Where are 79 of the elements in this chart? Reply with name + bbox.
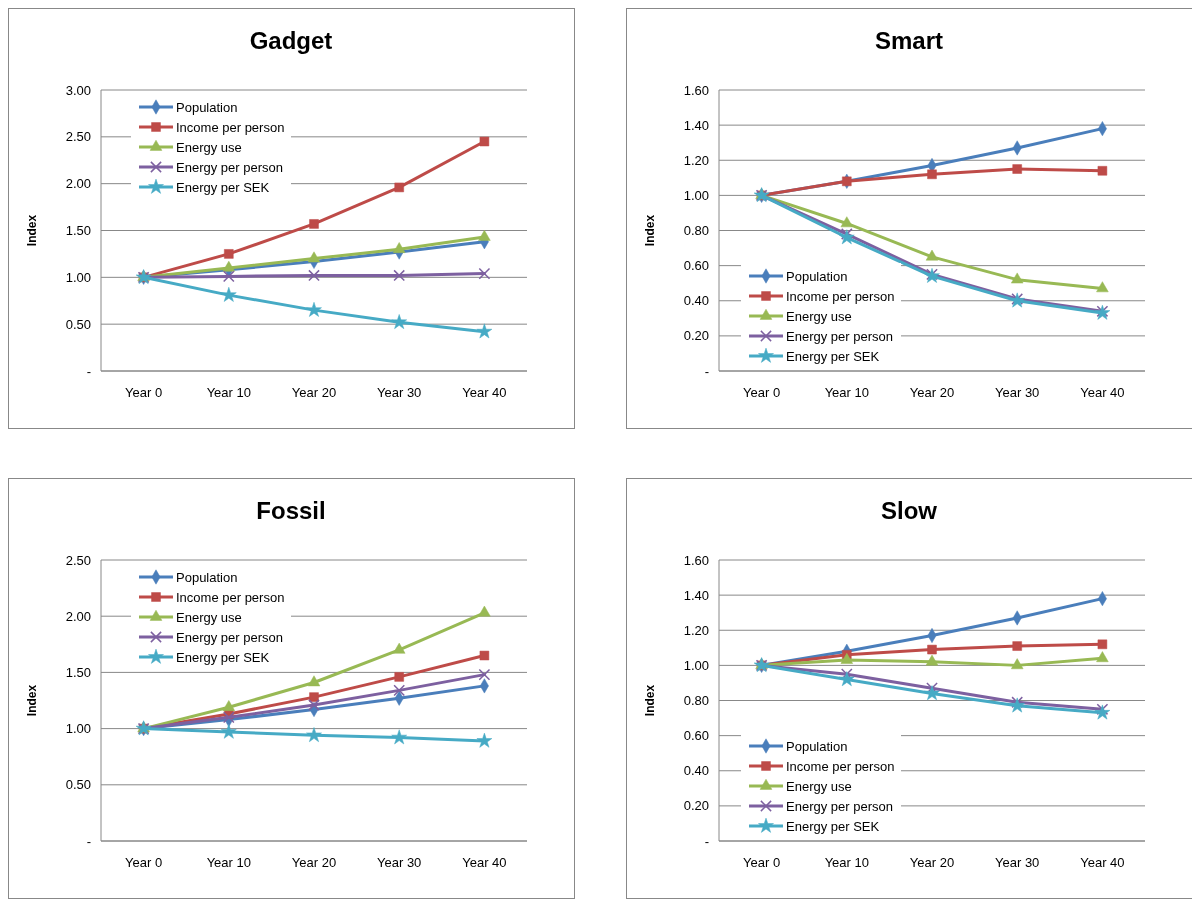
y-tick-label: 1.00: [683, 187, 709, 203]
y-tick-label: 1.40: [683, 117, 709, 133]
legend-label: Energy use: [176, 139, 242, 155]
legend-label: Energy per SEK: [176, 179, 270, 195]
y-tick-label: 1.00: [65, 721, 91, 737]
legend-label: Energy per SEK: [786, 348, 880, 364]
legend-label: Energy use: [786, 308, 852, 324]
y-axis-title: Index: [25, 684, 39, 717]
legend-label: Energy per person: [176, 629, 283, 645]
chart-title: Fossil: [256, 497, 326, 524]
y-tick-label: 0.20: [683, 328, 709, 344]
x-tick-label: Year 40: [462, 855, 507, 870]
x-tick-label: Year 20: [291, 855, 337, 870]
x-tick-label: Year 20: [909, 385, 955, 400]
x-tick-label: Year 40: [462, 385, 507, 400]
x-tick-label: Year 20: [291, 385, 337, 400]
legend-label: Income per person: [176, 119, 285, 135]
legend-label: Energy use: [176, 609, 242, 625]
y-tick-label: 1.20: [683, 152, 709, 168]
legend-label: Population: [176, 569, 238, 585]
x-tick-label: Year 30: [377, 385, 422, 400]
legend-label: Income per person: [786, 758, 895, 774]
legend-label: Energy per SEK: [786, 818, 880, 834]
y-tick-label: 0.50: [65, 316, 91, 332]
y-axis-title: Index: [25, 214, 39, 247]
y-tick-label: -: [86, 363, 91, 379]
x-tick-label: Year 10: [206, 855, 251, 870]
legend-label: Population: [786, 738, 848, 754]
legend-label: Income per person: [176, 589, 285, 605]
y-tick-label: 2.50: [65, 129, 91, 145]
y-tick-label: 1.00: [65, 269, 91, 285]
y-tick-label: -: [86, 833, 91, 849]
y-tick-label: 1.20: [683, 622, 709, 638]
y-axis-title: Index: [643, 684, 657, 717]
chart-title: Gadget: [249, 27, 333, 54]
y-tick-label: 3.00: [65, 82, 91, 98]
y-tick-label: 0.40: [683, 763, 709, 779]
legend-label: Energy per SEK: [176, 649, 270, 665]
y-tick-label: 2.00: [65, 176, 91, 192]
x-tick-label: Year 30: [995, 385, 1040, 400]
y-tick-label: 1.50: [65, 223, 91, 239]
y-tick-label: 0.60: [683, 728, 709, 744]
x-tick-label: Year 0: [125, 855, 163, 870]
x-tick-label: Year 0: [743, 855, 781, 870]
y-tick-label: 2.00: [65, 608, 91, 624]
x-tick-label: Year 10: [206, 385, 251, 400]
y-tick-label: 0.80: [683, 693, 709, 709]
y-tick-label: 1.60: [683, 552, 709, 568]
y-tick-label: 1.40: [683, 587, 709, 603]
x-tick-label: Year 0: [125, 385, 163, 400]
y-tick-label: 1.50: [65, 664, 91, 680]
y-tick-label: -: [704, 363, 709, 379]
legend-label: Energy per person: [786, 798, 893, 814]
y-tick-label: 1.60: [683, 82, 709, 98]
legend-label: Energy use: [786, 778, 852, 794]
legend-label: Population: [176, 99, 238, 115]
legend-label: Population: [786, 268, 848, 284]
y-tick-label: 0.40: [683, 293, 709, 309]
chart-title: Slow: [880, 497, 938, 524]
x-tick-label: Year 30: [995, 855, 1040, 870]
x-tick-label: Year 40: [1080, 855, 1125, 870]
x-tick-label: Year 40: [1080, 385, 1125, 400]
y-axis-title: Index: [643, 214, 657, 247]
y-tick-label: 0.20: [683, 798, 709, 814]
x-tick-label: Year 0: [743, 385, 781, 400]
legend-label: Energy per person: [176, 159, 283, 175]
y-tick-label: 1.00: [683, 657, 709, 673]
y-tick-label: 2.50: [65, 552, 91, 568]
y-tick-label: 0.80: [683, 223, 709, 239]
y-tick-label: 0.60: [683, 258, 709, 274]
x-tick-label: Year 10: [824, 855, 869, 870]
y-tick-label: 0.50: [65, 777, 91, 793]
y-tick-label: -: [704, 833, 709, 849]
x-tick-label: Year 10: [824, 385, 869, 400]
legend-label: Energy per person: [786, 328, 893, 344]
chart-title: Smart: [874, 27, 944, 54]
x-tick-label: Year 30: [377, 855, 422, 870]
legend-label: Income per person: [786, 288, 895, 304]
x-tick-label: Year 20: [909, 855, 955, 870]
